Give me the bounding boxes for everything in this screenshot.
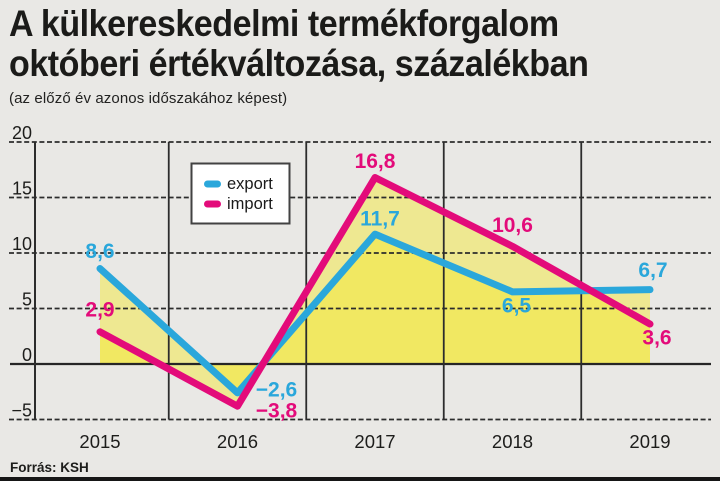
- value-label-export-2019: 6,7: [638, 259, 667, 282]
- legend-swatch-export-icon: [204, 180, 221, 188]
- area-fills: [100, 177, 650, 407]
- value-label-export-2016: −2,6: [256, 378, 297, 401]
- legend-box: [190, 162, 291, 225]
- value-labels: 8,6 −2,6 11,7 6,5 6,7 2,9 −3,8 16,8 10,6 3,6: [85, 150, 671, 423]
- year-label-2016: 2016: [217, 431, 258, 452]
- value-label-import-2018: 10,6: [492, 214, 533, 237]
- legend-label-export: export: [227, 175, 273, 193]
- export-line: [96, 230, 654, 397]
- chart-title-line-1: A külkereskedelmi termékforgalom: [9, 3, 559, 44]
- year-label-2017: 2017: [354, 431, 395, 452]
- year-label-2015: 2015: [79, 431, 120, 452]
- export-area-fill: [100, 234, 650, 393]
- legend: export import: [190, 162, 291, 225]
- y-tick-label--5: −5: [11, 401, 32, 421]
- y-tick-label-15: 15: [12, 179, 32, 199]
- chart-subtitle: (az előző év azonos időszakához képest): [9, 90, 288, 107]
- y-tick-label-10: 10: [12, 234, 32, 254]
- legend-label-import: import: [227, 195, 273, 213]
- year-label-2019: 2019: [629, 431, 670, 452]
- value-label-export-2017: 11,7: [360, 208, 400, 231]
- chart-title-line-2: októberi értékváltozása, százalékban: [9, 43, 589, 84]
- legend-swatch-import-icon: [204, 200, 221, 208]
- value-label-import-2015: 2,9: [85, 298, 114, 321]
- y-tick-label-20: 20: [12, 123, 32, 143]
- bottom-bar: [0, 477, 720, 481]
- import-area-fill: [100, 177, 650, 407]
- series-lines: [96, 174, 654, 410]
- year-label-2018: 2018: [492, 431, 533, 452]
- value-label-export-2015: 8,6: [85, 240, 114, 263]
- source-note: Forrás: KSH: [10, 460, 89, 475]
- value-label-export-2018: 6,5: [502, 294, 532, 317]
- value-label-import-2019: 3,6: [642, 327, 671, 350]
- value-label-import-2016: −3,8: [256, 400, 298, 423]
- value-label-import-2017: 16,8: [355, 150, 396, 173]
- import-line: [96, 174, 654, 410]
- y-tick-label-5: 5: [22, 290, 32, 310]
- y-tick-label-0: 0: [22, 345, 32, 365]
